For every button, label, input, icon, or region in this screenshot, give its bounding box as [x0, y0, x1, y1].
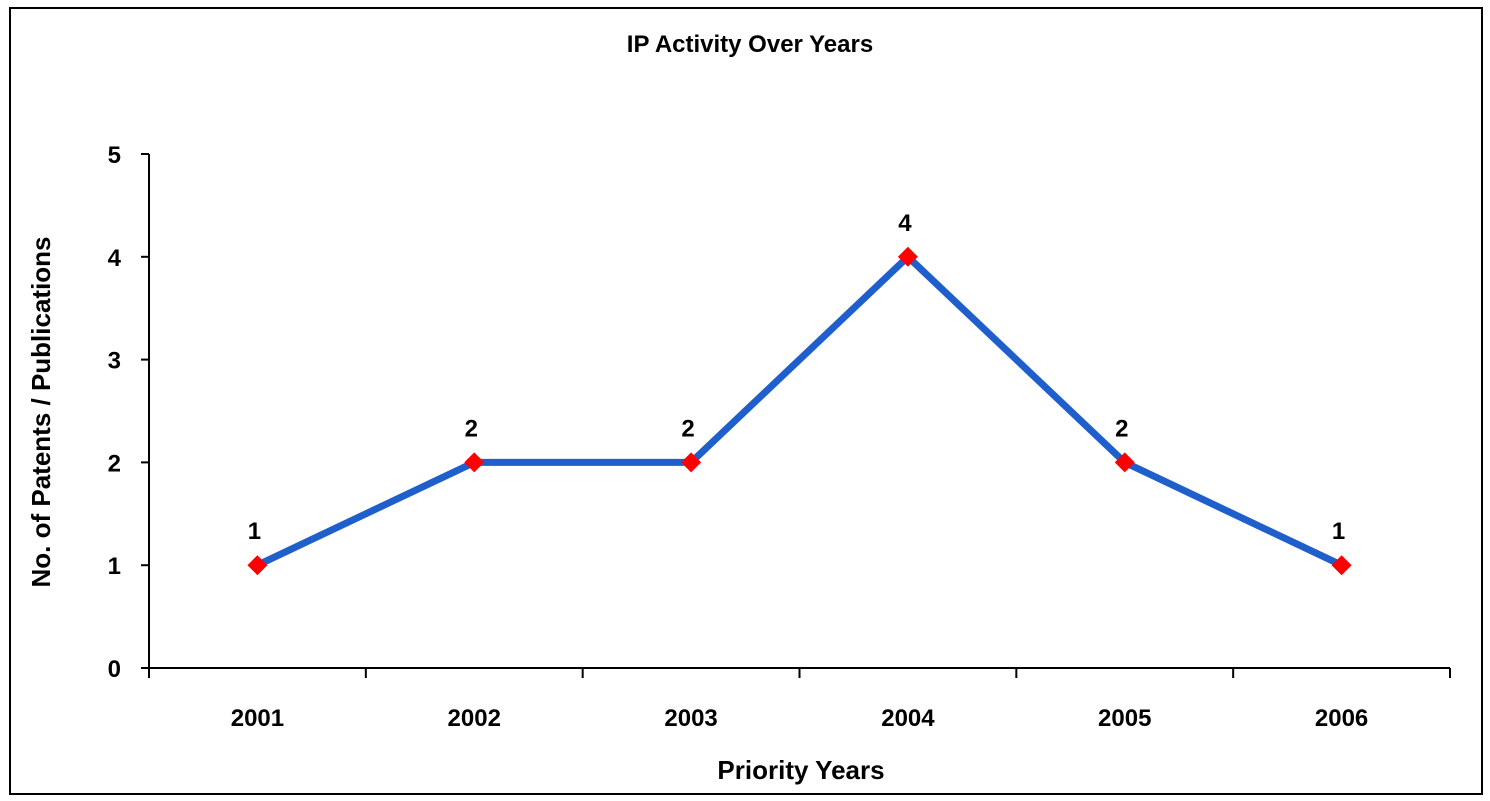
y-tick-label: 1 [108, 553, 121, 580]
data-label-2002: 2 [465, 415, 478, 442]
data-label-2004: 4 [898, 210, 912, 237]
x-tick-label: 2001 [231, 705, 284, 732]
data-point-2006 [1331, 555, 1352, 576]
data-point-2005 [1114, 452, 1135, 473]
axes [148, 154, 1450, 669]
data-point-2004 [897, 246, 918, 267]
data-point-2003 [681, 452, 702, 473]
x-tick-label: 2003 [664, 705, 717, 732]
y-tick-label: 0 [108, 656, 121, 683]
x-ticks: 2001 2002 2003 2004 2005 2006 [148, 668, 1451, 732]
data-label-2003: 2 [681, 415, 694, 442]
y-axis-label: No. of Patents / Publications [26, 236, 56, 587]
chart-title: IP Activity Over Years [627, 31, 873, 58]
data-label-2005: 2 [1115, 415, 1128, 442]
data-label-2006: 1 [1332, 518, 1345, 545]
chart-frame [9, 7, 1483, 795]
x-tick-label: 2005 [1098, 705, 1151, 732]
series-line [253, 253, 1346, 569]
data-label-2001: 1 [248, 518, 261, 545]
y-tick-label: 3 [108, 348, 121, 375]
markers [247, 246, 1352, 576]
x-axis-label: Priority Years [717, 755, 884, 785]
x-tick-label: 2004 [881, 705, 935, 732]
x-tick-label: 2002 [448, 705, 501, 732]
data-point-2002 [464, 452, 485, 473]
y-ticks: 0 1 2 3 4 5 [108, 142, 149, 683]
y-tick-label: 4 [108, 245, 122, 272]
y-tick-label: 5 [108, 142, 121, 169]
series [253, 253, 1346, 569]
data-labels: 1 2 2 4 2 1 [248, 210, 1346, 545]
y-tick-label: 2 [108, 450, 121, 477]
data-point-2001 [247, 555, 268, 576]
x-tick-label: 2006 [1315, 705, 1368, 732]
